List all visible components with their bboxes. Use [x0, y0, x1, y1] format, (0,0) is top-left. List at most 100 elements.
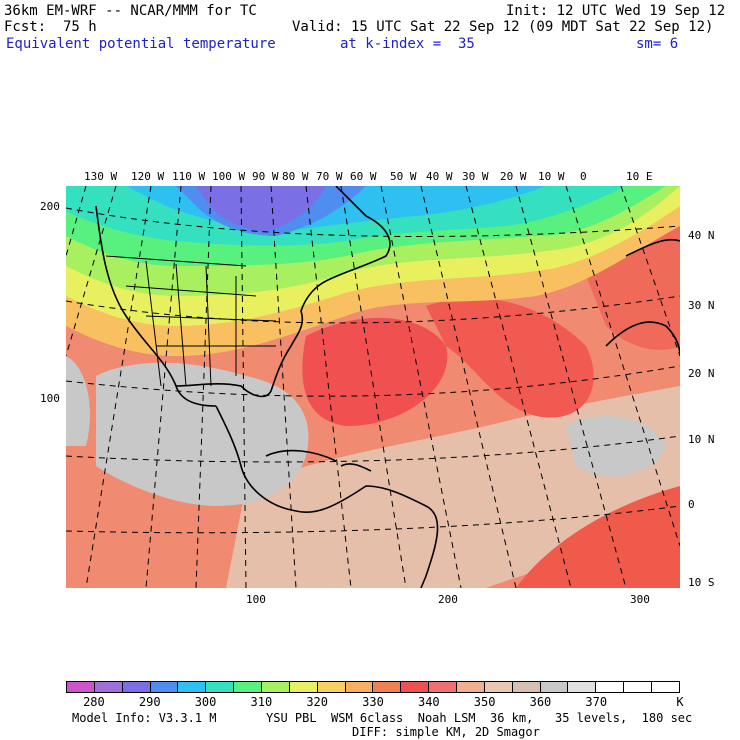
colorbar-label: 290	[138, 695, 161, 709]
colorbar-cell	[429, 682, 458, 692]
lon-label: 120 W	[131, 170, 165, 183]
colorbar-label: 280	[83, 695, 105, 709]
red-band-central-atlantic	[426, 298, 594, 418]
lat-label: 10 N	[688, 433, 715, 446]
lon-110w	[85, 186, 152, 588]
border-state-4	[145, 260, 162, 387]
colorbar-cell	[67, 682, 95, 692]
gray-region-pacific	[66, 356, 90, 446]
lon-120w	[66, 186, 117, 357]
colorbar-label: 340	[417, 695, 440, 709]
lat-label: 0	[688, 498, 695, 511]
colorbar-label: 350	[473, 695, 496, 709]
lon-80w	[240, 186, 247, 588]
colorbar-cell	[317, 682, 346, 692]
colorbar-label: 300	[194, 695, 217, 709]
lon-70w	[270, 186, 297, 588]
lat-label: 20 N	[688, 367, 715, 380]
colorbar-label: 330	[362, 695, 384, 709]
colorbar-cell	[596, 682, 625, 692]
lon-10e	[620, 186, 680, 357]
theta-e-map	[66, 186, 680, 588]
colorbar-cell	[457, 682, 485, 692]
cuba	[265, 449, 337, 462]
lon-label: 50 W	[390, 170, 417, 183]
lon-label: 80 W	[282, 170, 309, 183]
colorbar-cell	[262, 682, 290, 692]
lat-equator	[66, 505, 680, 534]
valid-time: Valid: 15 UTC Sat 22 Sep 12 (09 MDT Sat …	[292, 19, 714, 35]
colorbar-cell	[401, 682, 430, 692]
colorbar	[66, 681, 680, 693]
colorbar-cell	[652, 682, 679, 692]
northwest-africa	[605, 321, 680, 357]
colorbar-cell	[122, 682, 151, 692]
lon-40w	[380, 186, 462, 588]
lon-label: 40 W	[426, 170, 453, 183]
y-grid-label: 200	[40, 200, 60, 213]
colorbar-cell	[512, 682, 541, 692]
red-band-west-atlantic	[302, 317, 448, 426]
lon-30w	[420, 186, 517, 588]
border-state-6	[205, 265, 212, 387]
gray-region-atlantic	[566, 415, 666, 477]
colorbar-cell	[373, 682, 402, 692]
lon-label: 10 E	[626, 170, 653, 183]
lon-label: 0	[580, 170, 587, 183]
colorbar-unit: K	[676, 695, 684, 709]
colorbar-cell	[484, 682, 513, 692]
tan-region	[226, 386, 680, 588]
lon-10w	[515, 186, 627, 588]
lon-label: 10 W	[538, 170, 565, 183]
lon-label: 60 W	[350, 170, 377, 183]
physics-info: YSU PBL WSM 6class Noah LSM 36 km, 35 le…	[266, 711, 693, 725]
colorbar-cell	[289, 682, 318, 692]
hispaniola	[340, 463, 372, 472]
lon-100w	[145, 186, 182, 588]
smoothing-info: sm= 6	[636, 36, 679, 52]
lon-60w	[305, 186, 352, 588]
lon-130w	[66, 186, 87, 257]
colorbar-label: 370	[585, 695, 608, 709]
gray-region-caribbean	[96, 362, 309, 506]
border-state-1	[125, 285, 257, 297]
lon-label: 100 W	[212, 170, 246, 183]
lon-90w	[195, 186, 212, 588]
political-borders	[105, 255, 277, 387]
lat-20n	[66, 365, 680, 397]
lon-20w	[465, 186, 572, 588]
colorbar-label: 360	[529, 695, 552, 709]
x-grid-label: 200	[438, 593, 458, 606]
level-info: at k-index = 35	[340, 36, 475, 52]
x-grid-label: 100	[246, 593, 266, 606]
model-title: 36km EM-WRF -- NCAR/MMM for TC	[4, 3, 257, 19]
colorbar-cell	[94, 682, 123, 692]
init-time: Init: 12 UTC Wed 19 Sep 12	[506, 3, 726, 19]
colorbar-cell	[178, 682, 207, 692]
lon-0	[565, 186, 680, 547]
cold-core	[196, 186, 326, 231]
lon-label: 90 W	[252, 170, 279, 183]
lat-label: 30 N	[688, 299, 715, 312]
colorbar-cell	[234, 682, 263, 692]
colorbar-cell	[206, 682, 235, 692]
red-region-southeast	[516, 486, 680, 588]
coastlines	[95, 186, 680, 588]
lon-label: 130 W	[84, 170, 118, 183]
graticule	[66, 186, 680, 588]
border-state-2	[145, 315, 277, 322]
border-us-canada	[105, 255, 247, 267]
colorbar-label: 320	[306, 695, 329, 709]
lon-label: 70 W	[316, 170, 343, 183]
field-name: Equivalent potential temperature	[6, 36, 276, 52]
colorbar-cell	[150, 682, 179, 692]
lon-label: 110 W	[172, 170, 206, 183]
north-america-west-coast	[95, 205, 217, 407]
lat-30n	[66, 295, 680, 324]
red-band-iberia	[586, 216, 680, 350]
lat-label: 40 N	[688, 229, 715, 242]
lon-50w	[340, 186, 407, 588]
forecast-hour: Fcst: 75 h	[4, 19, 97, 35]
lon-label: 30 W	[462, 170, 489, 183]
lat-40n	[66, 207, 680, 237]
